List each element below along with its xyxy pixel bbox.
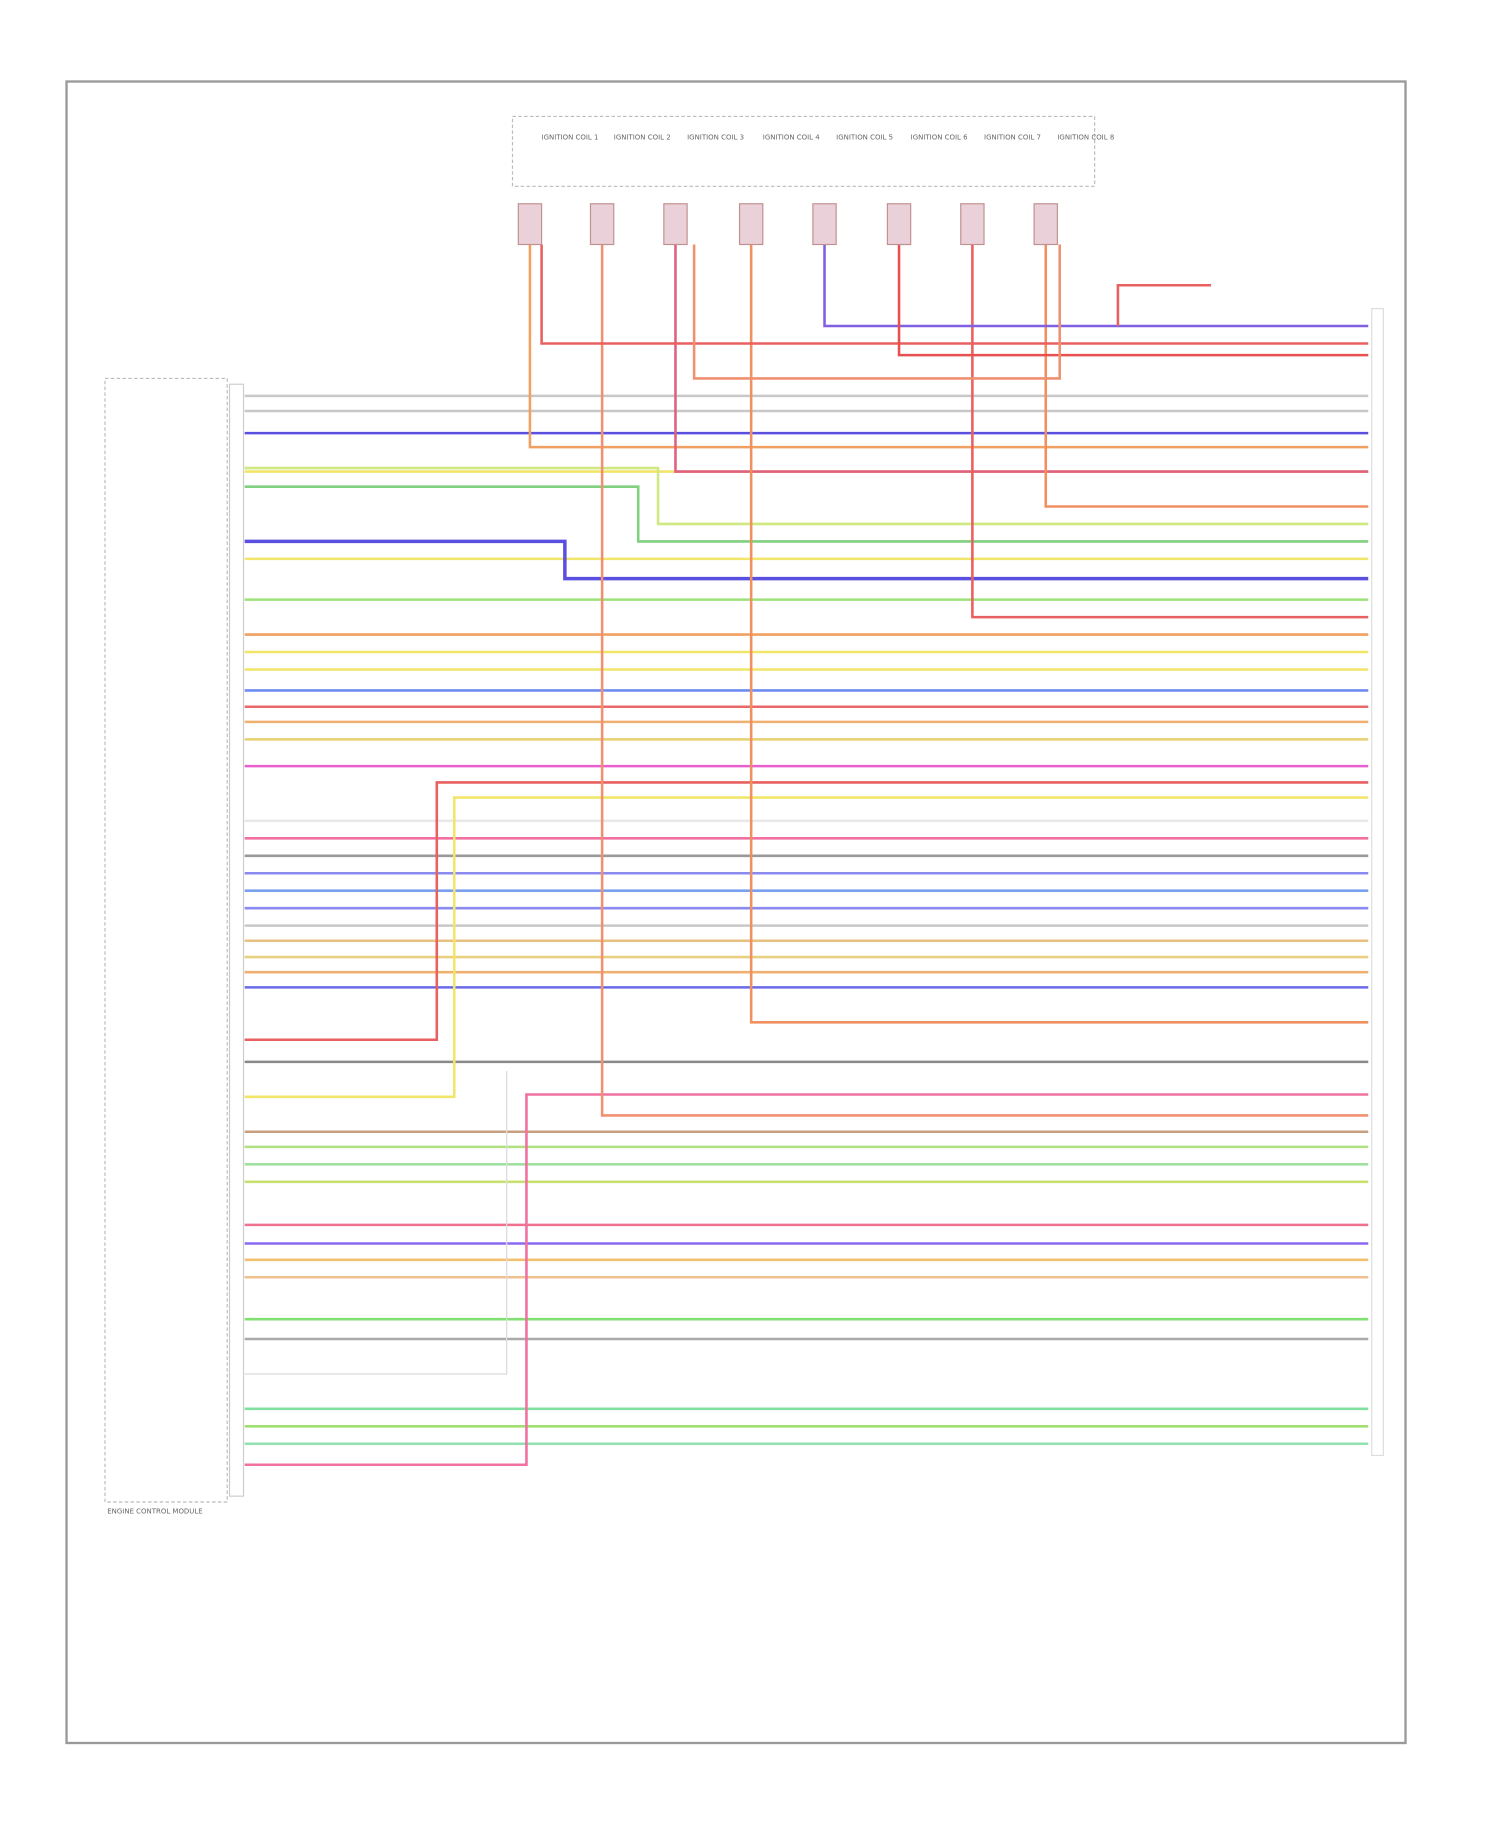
frame [65, 80, 1407, 1745]
coil [663, 203, 688, 246]
coil-label: IGNITION COIL 7 [984, 134, 1041, 142]
wire [1044, 244, 1369, 508]
coil [517, 203, 543, 246]
wire [600, 244, 1369, 1117]
wire [1116, 283, 1212, 327]
coil [960, 203, 985, 246]
wire [244, 1093, 1369, 1467]
coil-label: IGNITION COIL 8 [1057, 134, 1114, 142]
coil-box [511, 115, 1096, 187]
coil-label: IGNITION COIL 4 [763, 134, 820, 142]
module-label: ENGINE CONTROL MODULE [107, 1508, 202, 1516]
wire [528, 244, 1369, 449]
wire [749, 244, 1369, 1024]
connector-right [1371, 307, 1384, 1456]
coil-label: IGNITION COIL 1 [542, 134, 599, 142]
coil [589, 203, 615, 246]
coil [1033, 203, 1058, 246]
wire [897, 244, 1369, 357]
connector [228, 383, 245, 1497]
coil-label: IGNITION COIL 5 [836, 134, 893, 142]
coil-label: IGNITION COIL 3 [687, 134, 744, 142]
coil [886, 203, 912, 246]
coil-label: IGNITION COIL 6 [911, 134, 968, 142]
wire [971, 244, 1369, 619]
coil [812, 203, 837, 246]
wire [244, 485, 1369, 543]
module-box [104, 377, 228, 1503]
wire [244, 1071, 508, 1375]
wire [540, 244, 1369, 345]
coil-label: IGNITION COIL 2 [614, 134, 671, 142]
wire [244, 781, 1369, 1042]
coils: IGNITION COIL 1 IGNITION COIL 2 IGNITION C… [517, 134, 1114, 246]
wires [244, 244, 1369, 1467]
wire [674, 244, 1369, 473]
wire [244, 796, 1369, 1099]
wire [823, 244, 1369, 328]
wire [244, 466, 1369, 526]
wire [692, 244, 1061, 380]
wire [244, 539, 1369, 581]
coil [738, 203, 764, 246]
